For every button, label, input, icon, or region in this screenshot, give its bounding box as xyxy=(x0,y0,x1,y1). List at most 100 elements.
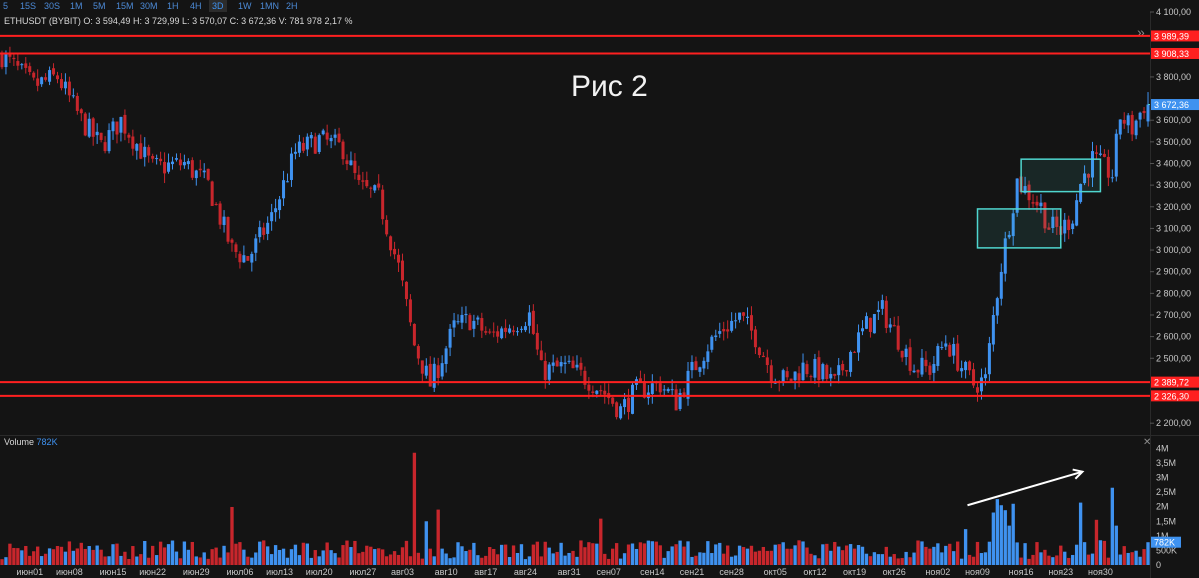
candle-body[interactable] xyxy=(1011,213,1015,237)
volume-bar[interactable] xyxy=(468,549,472,565)
candle-body[interactable] xyxy=(948,344,952,357)
volume-bar[interactable] xyxy=(1082,542,1087,565)
candle-body[interactable] xyxy=(444,348,448,365)
volume-bar[interactable] xyxy=(472,542,476,565)
candle-body[interactable] xyxy=(714,335,718,338)
volume-bar[interactable] xyxy=(658,545,662,565)
volume-bar[interactable] xyxy=(571,550,575,565)
volume-bar[interactable] xyxy=(210,549,214,565)
candle-body[interactable] xyxy=(1043,202,1047,229)
candle-body[interactable] xyxy=(48,70,52,82)
candle-body[interactable] xyxy=(742,312,746,316)
volume-bar[interactable] xyxy=(1138,556,1142,565)
volume-bar[interactable] xyxy=(301,542,306,565)
volume-bar[interactable] xyxy=(83,548,87,565)
volume-bar[interactable] xyxy=(119,555,123,565)
volume-bar[interactable] xyxy=(186,549,191,565)
volume-bar[interactable] xyxy=(59,546,64,565)
volume-bar[interactable] xyxy=(531,544,536,565)
volume-bar[interactable] xyxy=(1063,551,1067,565)
volume-bar[interactable] xyxy=(995,499,999,565)
volume-bar[interactable] xyxy=(32,551,36,565)
volume-bar[interactable] xyxy=(95,545,99,565)
volume-bar[interactable] xyxy=(369,546,373,565)
volume-bar[interactable] xyxy=(793,545,797,565)
volume-bar[interactable] xyxy=(1122,546,1126,565)
candle-body[interactable] xyxy=(321,130,325,135)
volume-bar[interactable] xyxy=(321,550,325,565)
volume-bar[interactable] xyxy=(765,550,769,565)
candle-body[interactable] xyxy=(829,374,833,379)
candle-body[interactable] xyxy=(456,321,460,323)
volume-bar[interactable] xyxy=(341,545,345,565)
volume-bar[interactable] xyxy=(920,541,924,565)
candle-body[interactable] xyxy=(1087,173,1091,178)
volume-bar[interactable] xyxy=(797,540,801,565)
candle-body[interactable] xyxy=(460,314,464,323)
volume-bar[interactable] xyxy=(480,557,484,565)
volume-bar[interactable] xyxy=(182,541,187,565)
volume-bar[interactable] xyxy=(79,542,83,565)
candle-body[interactable] xyxy=(222,216,226,226)
candle-body[interactable] xyxy=(508,328,512,333)
volume-bar[interactable] xyxy=(948,543,952,565)
volume-bar[interactable] xyxy=(1019,557,1023,565)
volume-bar[interactable] xyxy=(432,556,436,565)
candle-body[interactable] xyxy=(1055,216,1059,227)
candle-body[interactable] xyxy=(210,181,214,206)
volume-bar[interactable] xyxy=(872,552,877,565)
timeframe-3d[interactable]: 3D xyxy=(209,0,227,12)
volume-bar[interactable] xyxy=(234,543,238,565)
volume-bar[interactable] xyxy=(1098,540,1103,565)
candle-body[interactable] xyxy=(813,358,817,378)
volume-bar[interactable] xyxy=(313,550,317,565)
volume-bar[interactable] xyxy=(864,553,869,565)
volume-bar[interactable] xyxy=(1146,542,1150,565)
volume-bar[interactable] xyxy=(888,556,892,565)
volume-bar[interactable] xyxy=(860,546,865,565)
candle-body[interactable] xyxy=(484,331,488,333)
candle-body[interactable] xyxy=(190,160,194,178)
volume-bar[interactable] xyxy=(16,548,20,565)
volume-bar[interactable] xyxy=(710,553,714,565)
candle-body[interactable] xyxy=(975,387,980,393)
volume-bar[interactable] xyxy=(1011,503,1015,565)
candle-body[interactable] xyxy=(452,320,456,328)
volume-bar[interactable] xyxy=(1110,487,1114,565)
volume-bar[interactable] xyxy=(103,556,107,565)
candle-body[interactable] xyxy=(242,255,246,263)
candle-body[interactable] xyxy=(702,360,706,369)
volume-bar[interactable] xyxy=(20,550,24,565)
volume-bar[interactable] xyxy=(452,557,456,565)
volume-bar[interactable] xyxy=(642,543,647,565)
candle-body[interactable] xyxy=(912,370,916,373)
volume-bar[interactable] xyxy=(567,552,571,565)
candle-body[interactable] xyxy=(369,187,373,189)
candle-body[interactable] xyxy=(111,121,115,132)
candle-body[interactable] xyxy=(999,271,1003,299)
candle-body[interactable] xyxy=(55,75,60,80)
volume-bar[interactable] xyxy=(912,552,916,565)
candle-body[interactable] xyxy=(1051,216,1055,229)
volume-bar[interactable] xyxy=(852,548,857,565)
candle-body[interactable] xyxy=(1063,219,1067,234)
volume-bar[interactable] xyxy=(781,542,785,565)
candle-body[interactable] xyxy=(1134,120,1138,136)
volume-bar[interactable] xyxy=(611,548,615,565)
candle-body[interactable] xyxy=(32,72,36,78)
volume-bar[interactable] xyxy=(523,559,528,565)
volume-bar[interactable] xyxy=(266,546,270,565)
candle-body[interactable] xyxy=(892,325,896,327)
candle-body[interactable] xyxy=(749,315,753,331)
candle-body[interactable] xyxy=(995,298,999,316)
candle-body[interactable] xyxy=(745,316,750,318)
candle-body[interactable] xyxy=(920,357,924,375)
candle-body[interactable] xyxy=(333,134,337,138)
volume-bar[interactable] xyxy=(682,546,686,565)
candle-body[interactable] xyxy=(163,161,167,174)
candle-body[interactable] xyxy=(389,236,393,251)
volume-bar[interactable] xyxy=(1094,519,1099,565)
candle-body[interactable] xyxy=(385,219,389,235)
candle-body[interactable] xyxy=(710,336,714,350)
candle-body[interactable] xyxy=(1114,133,1118,177)
